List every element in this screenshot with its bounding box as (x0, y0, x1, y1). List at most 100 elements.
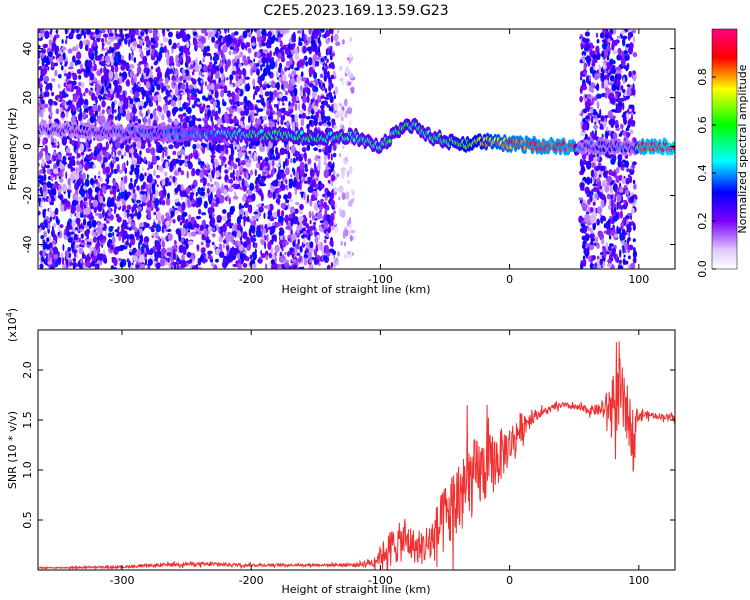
spectrogram-noise-blob (168, 144, 174, 150)
spectrogram-noise-blob (275, 37, 278, 42)
spectrogram-noise-blob (47, 257, 51, 262)
spectrogram-noise-blob (121, 184, 126, 192)
spectrogram-noise-blob (132, 144, 137, 148)
spectrogram-noise-blob (238, 175, 242, 181)
spectrogram-noise-blob (100, 115, 106, 124)
spectrogram-noise-blob (268, 252, 272, 258)
spectrogram-noise-blob (285, 167, 290, 176)
spectrogram-noise-blob (150, 228, 155, 233)
spectrogram-noise-blob (289, 157, 293, 164)
spectrogram-noise-blob (152, 109, 157, 118)
spectrogram-noise-blob (71, 199, 78, 207)
spectrogram-noise-blob (275, 155, 280, 160)
spectrogram-noise-blob (291, 167, 295, 173)
spectrogram-noise-blob (195, 143, 201, 150)
spectrogram-noise-blob (333, 210, 336, 215)
spectrogram-noise-blob (86, 174, 89, 179)
spectrogram-noise-blob (204, 119, 208, 128)
spectrogram-noise-blob (225, 245, 230, 251)
spectrogram-noise-blob (257, 258, 263, 264)
spectrogram-noise-blob (261, 203, 265, 207)
spectrogram-noise-blob (104, 55, 111, 63)
spectrogram-noise-blob (89, 178, 95, 186)
spectrogram-noise-blob (56, 58, 59, 63)
spectrogram-noise-blob (50, 211, 55, 218)
spectrogram-noise-blob (83, 92, 86, 97)
spectrogram-noise-blob (127, 260, 131, 269)
spectrogram-noise-blob (76, 33, 82, 40)
spectrogram-noise-blob (275, 58, 281, 62)
spectrogram-noise-blob (175, 228, 181, 235)
spectrogram-noise-blob (86, 206, 91, 215)
spectrogram-noise-blob (267, 209, 273, 218)
spectrogram-noise-blob (586, 76, 589, 84)
spectrogram-noise-blob (318, 81, 322, 88)
spectrogram-noise-blob (296, 258, 299, 262)
spectrogram-noise-blob (149, 70, 153, 76)
spectrogram-noise-blob (256, 118, 262, 125)
spectrogram-noise-blob (46, 237, 50, 243)
spectrogram-noise-blob (58, 55, 64, 63)
spectrogram-noise-blob (186, 251, 192, 258)
spectrogram-noise-blob (225, 254, 231, 264)
spectrogram-noise-blob (172, 219, 176, 224)
spectrogram-noise-blob (79, 263, 83, 269)
spectrogram-noise-blob (41, 58, 45, 68)
spectrogram-noise-blob (198, 208, 202, 215)
spectrogram-noise-blob (82, 218, 87, 226)
spectrogram-noise-blob (176, 35, 181, 39)
spectrogram-noise-blob (50, 201, 55, 206)
spectrogram-noise-blob (139, 254, 145, 263)
spectrogram-noise-blob (326, 58, 329, 63)
spectrogram-noise-blob (56, 159, 60, 167)
spectrogram-noise-blob (156, 83, 161, 91)
spectrogram-noise-blob (66, 231, 71, 238)
spectrogram-noise-blob (218, 235, 223, 243)
spectrogram-noise-blob (107, 240, 111, 248)
spectrogram-noise-blob (81, 155, 84, 159)
spectrogram-noise-blob (208, 142, 212, 151)
spectrogram-noise-blob (53, 223, 57, 228)
spectrogram-noise-blob (170, 210, 175, 217)
spectrogram-noise-blob (38, 175, 43, 179)
spectrogram-noise-blob (105, 185, 111, 189)
spectrogram-noise-blob (204, 192, 208, 198)
spectrogram-noise-blob (82, 39, 87, 45)
spectrogram-noise-blob (279, 147, 285, 156)
spectrogram-noise-blob (344, 253, 347, 260)
spectrogram-noise-blob (105, 47, 109, 51)
spectrogram-noise-blob (598, 169, 601, 174)
spectrogram-noise-blob (78, 247, 84, 255)
spectrogram-noise-blob (272, 191, 276, 200)
spectrogram-noise-blob (313, 105, 319, 113)
spectrogram-noise-blob (226, 34, 232, 43)
spectrogram-noise-blob (264, 91, 270, 97)
spectrogram-noise-blob (284, 262, 290, 269)
spectrogram-noise-blob (150, 147, 156, 156)
spectrogram-noise-blob (174, 68, 179, 77)
spectrogram-noise-blob (306, 194, 310, 204)
spectrogram-noise-blob (242, 44, 248, 48)
spectrogram-noise-blob (101, 85, 105, 94)
spectrogram-noise-blob (174, 198, 179, 203)
spectrogram-noise-blob (38, 162, 41, 167)
spectrogram-noise-blob (215, 70, 220, 79)
spectrogram-noise-blob (348, 53, 353, 58)
spectrogram-noise-blob (616, 106, 622, 113)
spectrogram-noise-blob (298, 36, 301, 44)
spectrogram-noise-blob (266, 108, 270, 112)
spectrogram-noise-blob (165, 68, 170, 78)
spectrogram-noise-blob (210, 154, 216, 159)
spectrogram-noise-blob (285, 199, 290, 204)
spectrogram-noise-blob (207, 109, 212, 118)
spectrogram-noise-blob (292, 31, 296, 41)
spectrogram-noise-blob (196, 118, 202, 122)
spectrogram-noise-blob (188, 120, 193, 128)
spectrogram-noise-blob (238, 165, 244, 173)
spectrogram-noise-blob (288, 105, 294, 110)
spectrogram-noise-blob (328, 145, 332, 154)
spectrogram-noise-blob (307, 158, 312, 165)
spectrogram-noise-blob (293, 121, 296, 128)
spectrogram-noise-blob (307, 251, 312, 259)
spectrogram-noise-blob (229, 206, 234, 215)
